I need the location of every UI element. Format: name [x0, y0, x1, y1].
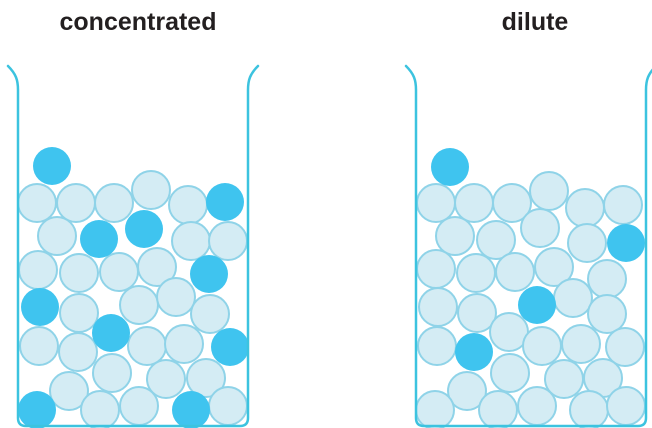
solvent-particle — [435, 216, 475, 256]
solute-particle — [92, 314, 130, 352]
solvent-particle — [565, 188, 605, 228]
solvent-particle — [119, 386, 159, 426]
solute-particle — [21, 288, 59, 326]
solute-particle — [172, 391, 210, 428]
solvent-particle — [587, 294, 627, 334]
solvent-particle — [131, 170, 171, 210]
solvent-particle — [454, 183, 494, 223]
solute-particle — [190, 255, 228, 293]
dilute-particles — [415, 148, 646, 428]
solvent-particle — [156, 277, 196, 317]
solvent-particle — [208, 386, 248, 426]
solvent-particle — [119, 285, 159, 325]
solvent-particle — [186, 358, 226, 398]
solvent-particle — [56, 183, 96, 223]
solvent-particle — [164, 324, 204, 364]
concentrated-particles — [17, 147, 249, 428]
solvent-particle — [587, 259, 627, 299]
solvent-particle — [606, 386, 646, 426]
solvent-particle — [522, 326, 562, 366]
solute-particle — [125, 210, 163, 248]
solvent-particle — [58, 332, 98, 372]
solvent-particle — [561, 324, 601, 364]
solvent-particle — [137, 247, 177, 287]
solvent-particle — [59, 253, 99, 293]
solvent-particle — [603, 185, 643, 225]
solvent-particle — [94, 183, 134, 223]
solvent-particle — [569, 390, 609, 428]
solvent-particle — [171, 221, 211, 261]
solvent-particle — [37, 216, 77, 256]
solute-particle — [455, 333, 493, 371]
concentrated-beaker — [6, 64, 260, 428]
solute-particle — [431, 148, 469, 186]
solvent-particle — [80, 390, 120, 428]
dilute-label: dilute — [501, 8, 569, 36]
solvent-particle — [517, 386, 557, 426]
solvent-particle — [457, 293, 497, 333]
solvent-particle — [553, 278, 593, 318]
solvent-particle — [59, 293, 99, 333]
solvent-particle — [18, 250, 58, 290]
solute-particle — [211, 328, 249, 366]
solvent-particle — [495, 252, 535, 292]
solvent-particle — [456, 253, 496, 293]
solute-particle — [18, 391, 56, 428]
solvent-particle — [17, 183, 57, 223]
concentrated-label: concentrated — [59, 8, 217, 36]
solvent-particle — [416, 249, 456, 289]
solvent-particle — [168, 185, 208, 225]
solvent-particle — [520, 208, 560, 248]
solvent-particle — [534, 247, 574, 287]
solute-particle — [607, 224, 645, 262]
solvent-particle — [416, 183, 456, 223]
solvent-particle — [447, 371, 487, 411]
solvent-particle — [146, 359, 186, 399]
solute-particle — [33, 147, 71, 185]
solvent-particle — [99, 252, 139, 292]
dilute-beaker-outline — [404, 64, 652, 428]
solvent-particle — [49, 371, 89, 411]
solvent-particle — [529, 171, 569, 211]
dilute-beaker — [404, 64, 652, 428]
solute-particle — [206, 183, 244, 221]
solvent-particle — [19, 326, 59, 366]
solvent-particle — [208, 221, 248, 261]
solute-particle — [518, 286, 556, 324]
solvent-particle — [476, 220, 516, 260]
solvent-particle — [415, 390, 455, 428]
solvent-particle — [567, 223, 607, 263]
solvent-particle — [478, 390, 518, 428]
solvent-particle — [418, 287, 458, 327]
solvent-particle — [605, 327, 645, 367]
solvent-particle — [127, 326, 167, 366]
solvent-particle — [490, 353, 530, 393]
solvent-particle — [190, 294, 230, 334]
solute-particle — [80, 220, 118, 258]
solvent-particle — [92, 353, 132, 393]
concentrated-beaker-outline — [6, 64, 260, 428]
solvent-particle — [544, 359, 584, 399]
solvent-particle — [417, 326, 457, 366]
solvent-particle — [492, 183, 532, 223]
